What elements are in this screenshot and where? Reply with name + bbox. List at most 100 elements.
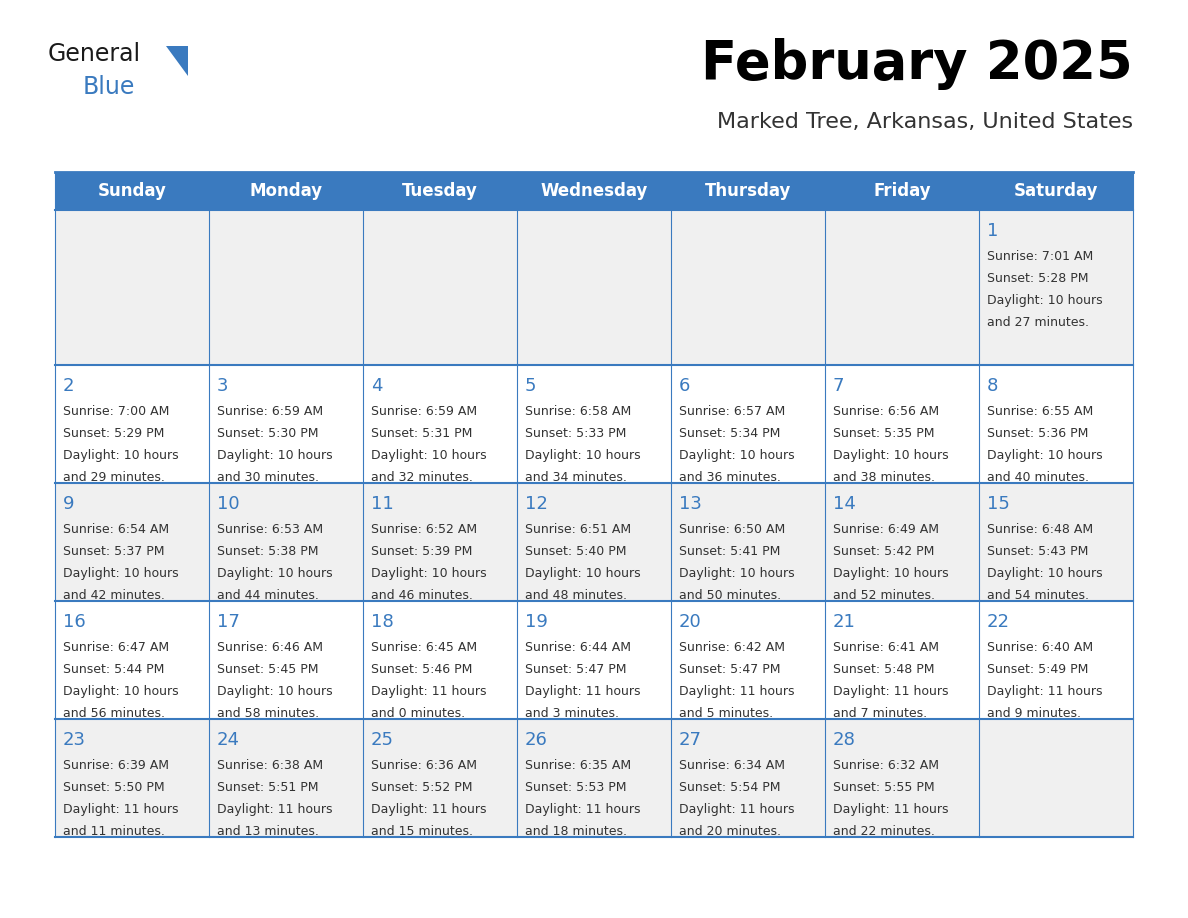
Text: 27: 27 [680, 731, 702, 749]
Text: Sunset: 5:36 PM: Sunset: 5:36 PM [987, 427, 1088, 440]
Bar [55, 719, 1133, 837]
Text: Sunset: 5:30 PM: Sunset: 5:30 PM [217, 427, 318, 440]
Text: Sunset: 5:33 PM: Sunset: 5:33 PM [525, 427, 626, 440]
Text: Sunrise: 6:52 AM: Sunrise: 6:52 AM [371, 523, 478, 536]
Text: Sunrise: 6:49 AM: Sunrise: 6:49 AM [833, 523, 939, 536]
Text: Sunrise: 6:36 AM: Sunrise: 6:36 AM [371, 759, 478, 772]
Text: Sunset: 5:39 PM: Sunset: 5:39 PM [371, 545, 473, 558]
Text: Sunrise: 6:32 AM: Sunrise: 6:32 AM [833, 759, 939, 772]
Text: 14: 14 [833, 495, 855, 513]
Text: Sunset: 5:43 PM: Sunset: 5:43 PM [987, 545, 1088, 558]
Text: Saturday: Saturday [1013, 182, 1098, 200]
Text: Sunset: 5:45 PM: Sunset: 5:45 PM [217, 663, 318, 676]
Text: 18: 18 [371, 613, 393, 631]
Text: 24: 24 [217, 731, 240, 749]
Text: Sunset: 5:44 PM: Sunset: 5:44 PM [63, 663, 164, 676]
Text: Daylight: 11 hours: Daylight: 11 hours [371, 803, 487, 816]
Text: Daylight: 10 hours: Daylight: 10 hours [680, 567, 795, 580]
Text: and 0 minutes.: and 0 minutes. [371, 707, 466, 720]
Text: Daylight: 11 hours: Daylight: 11 hours [680, 685, 795, 698]
Text: 11: 11 [371, 495, 393, 513]
Text: Sunset: 5:48 PM: Sunset: 5:48 PM [833, 663, 935, 676]
Text: Sunset: 5:55 PM: Sunset: 5:55 PM [833, 781, 935, 794]
Text: and 38 minutes.: and 38 minutes. [833, 471, 935, 484]
Text: and 52 minutes.: and 52 minutes. [833, 589, 935, 602]
Text: Sunrise: 7:01 AM: Sunrise: 7:01 AM [987, 250, 1093, 263]
Text: Daylight: 10 hours: Daylight: 10 hours [987, 449, 1102, 462]
Text: 16: 16 [63, 613, 86, 631]
Text: Tuesday: Tuesday [402, 182, 478, 200]
Text: Friday: Friday [873, 182, 931, 200]
Text: Sunrise: 6:53 AM: Sunrise: 6:53 AM [217, 523, 323, 536]
Text: Sunset: 5:52 PM: Sunset: 5:52 PM [371, 781, 473, 794]
Text: 15: 15 [987, 495, 1010, 513]
Text: Daylight: 10 hours: Daylight: 10 hours [217, 567, 333, 580]
Text: Sunset: 5:28 PM: Sunset: 5:28 PM [987, 272, 1088, 285]
Text: Daylight: 10 hours: Daylight: 10 hours [987, 567, 1102, 580]
Text: and 13 minutes.: and 13 minutes. [217, 825, 318, 838]
Text: Daylight: 10 hours: Daylight: 10 hours [371, 449, 487, 462]
Text: 9: 9 [63, 495, 75, 513]
Text: and 36 minutes.: and 36 minutes. [680, 471, 781, 484]
Text: Sunset: 5:29 PM: Sunset: 5:29 PM [63, 427, 164, 440]
Text: Sunrise: 7:00 AM: Sunrise: 7:00 AM [63, 405, 170, 418]
Text: Sunrise: 6:54 AM: Sunrise: 6:54 AM [63, 523, 169, 536]
Text: 4: 4 [371, 377, 383, 395]
Text: Sunrise: 6:41 AM: Sunrise: 6:41 AM [833, 641, 939, 654]
Text: Sunset: 5:51 PM: Sunset: 5:51 PM [217, 781, 318, 794]
Text: Sunset: 5:46 PM: Sunset: 5:46 PM [371, 663, 473, 676]
Text: Sunset: 5:49 PM: Sunset: 5:49 PM [987, 663, 1088, 676]
Text: Sunset: 5:40 PM: Sunset: 5:40 PM [525, 545, 626, 558]
Text: Daylight: 10 hours: Daylight: 10 hours [217, 449, 333, 462]
Text: Daylight: 10 hours: Daylight: 10 hours [371, 567, 487, 580]
Text: Daylight: 10 hours: Daylight: 10 hours [63, 449, 178, 462]
Text: and 22 minutes.: and 22 minutes. [833, 825, 935, 838]
Text: Sunday: Sunday [97, 182, 166, 200]
Bar [55, 172, 1133, 210]
Text: 21: 21 [833, 613, 855, 631]
Text: Sunrise: 6:57 AM: Sunrise: 6:57 AM [680, 405, 785, 418]
Text: 6: 6 [680, 377, 690, 395]
Text: Sunset: 5:47 PM: Sunset: 5:47 PM [680, 663, 781, 676]
Text: 20: 20 [680, 613, 702, 631]
Text: 7: 7 [833, 377, 845, 395]
Text: Sunrise: 6:51 AM: Sunrise: 6:51 AM [525, 523, 631, 536]
Text: and 34 minutes.: and 34 minutes. [525, 471, 627, 484]
Text: 10: 10 [217, 495, 240, 513]
Bar [55, 210, 1133, 365]
Text: 5: 5 [525, 377, 537, 395]
Text: Thursday: Thursday [704, 182, 791, 200]
Text: General: General [48, 42, 141, 66]
Text: and 15 minutes.: and 15 minutes. [371, 825, 473, 838]
Text: Sunset: 5:35 PM: Sunset: 5:35 PM [833, 427, 935, 440]
Text: Sunset: 5:50 PM: Sunset: 5:50 PM [63, 781, 165, 794]
Text: and 30 minutes.: and 30 minutes. [217, 471, 320, 484]
Text: 23: 23 [63, 731, 86, 749]
Text: Sunrise: 6:40 AM: Sunrise: 6:40 AM [987, 641, 1093, 654]
Text: 3: 3 [217, 377, 228, 395]
Text: Daylight: 10 hours: Daylight: 10 hours [680, 449, 795, 462]
Text: Daylight: 11 hours: Daylight: 11 hours [833, 803, 948, 816]
Text: 2: 2 [63, 377, 75, 395]
Bar [55, 365, 1133, 483]
Text: 17: 17 [217, 613, 240, 631]
Text: Daylight: 10 hours: Daylight: 10 hours [987, 294, 1102, 307]
Text: Sunrise: 6:45 AM: Sunrise: 6:45 AM [371, 641, 478, 654]
Text: and 9 minutes.: and 9 minutes. [987, 707, 1081, 720]
Text: 13: 13 [680, 495, 702, 513]
Text: and 58 minutes.: and 58 minutes. [217, 707, 320, 720]
Text: and 40 minutes.: and 40 minutes. [987, 471, 1089, 484]
Text: Sunset: 5:31 PM: Sunset: 5:31 PM [371, 427, 473, 440]
Text: Sunrise: 6:59 AM: Sunrise: 6:59 AM [371, 405, 478, 418]
Text: and 5 minutes.: and 5 minutes. [680, 707, 773, 720]
Text: Sunrise: 6:38 AM: Sunrise: 6:38 AM [217, 759, 323, 772]
Text: Sunset: 5:37 PM: Sunset: 5:37 PM [63, 545, 164, 558]
Text: Daylight: 10 hours: Daylight: 10 hours [833, 449, 949, 462]
Text: Daylight: 11 hours: Daylight: 11 hours [63, 803, 178, 816]
Text: Sunrise: 6:35 AM: Sunrise: 6:35 AM [525, 759, 631, 772]
Text: and 42 minutes.: and 42 minutes. [63, 589, 165, 602]
Text: and 20 minutes.: and 20 minutes. [680, 825, 781, 838]
Text: Sunrise: 6:47 AM: Sunrise: 6:47 AM [63, 641, 169, 654]
Text: Sunrise: 6:59 AM: Sunrise: 6:59 AM [217, 405, 323, 418]
Text: Sunrise: 6:34 AM: Sunrise: 6:34 AM [680, 759, 785, 772]
